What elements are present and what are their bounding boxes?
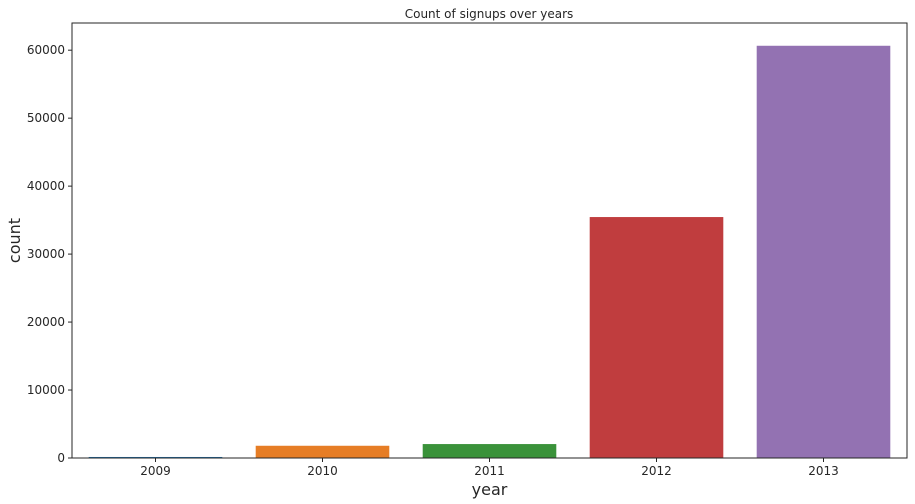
y-tick-label: 60000 xyxy=(27,43,65,57)
bar-2010 xyxy=(255,445,390,458)
y-axis-label: count xyxy=(5,218,24,263)
bars-group xyxy=(88,45,891,458)
bar-2011 xyxy=(422,444,557,458)
x-tick-label: 2009 xyxy=(140,464,171,478)
y-axis: 0 10000 20000 30000 40000 50000 60000 xyxy=(27,43,72,465)
x-axis-label: year xyxy=(472,480,508,499)
y-tick-label: 50000 xyxy=(27,111,65,125)
bar-2009 xyxy=(88,456,223,458)
x-tick-label: 2011 xyxy=(474,464,505,478)
bar-2013 xyxy=(756,45,891,458)
x-tick-label: 2012 xyxy=(641,464,672,478)
y-tick-label: 20000 xyxy=(27,315,65,329)
x-axis: 2009 2010 2011 2012 2013 xyxy=(140,458,839,478)
x-tick-label: 2010 xyxy=(307,464,338,478)
y-tick-label: 0 xyxy=(57,451,65,465)
bar-2012 xyxy=(589,217,724,458)
y-tick-label: 30000 xyxy=(27,247,65,261)
plot-frame xyxy=(71,22,908,459)
y-tick-label: 10000 xyxy=(27,383,65,397)
x-tick-label: 2013 xyxy=(808,464,839,478)
chart-title: Count of signups over years xyxy=(405,7,574,21)
y-tick-label: 40000 xyxy=(27,179,65,193)
